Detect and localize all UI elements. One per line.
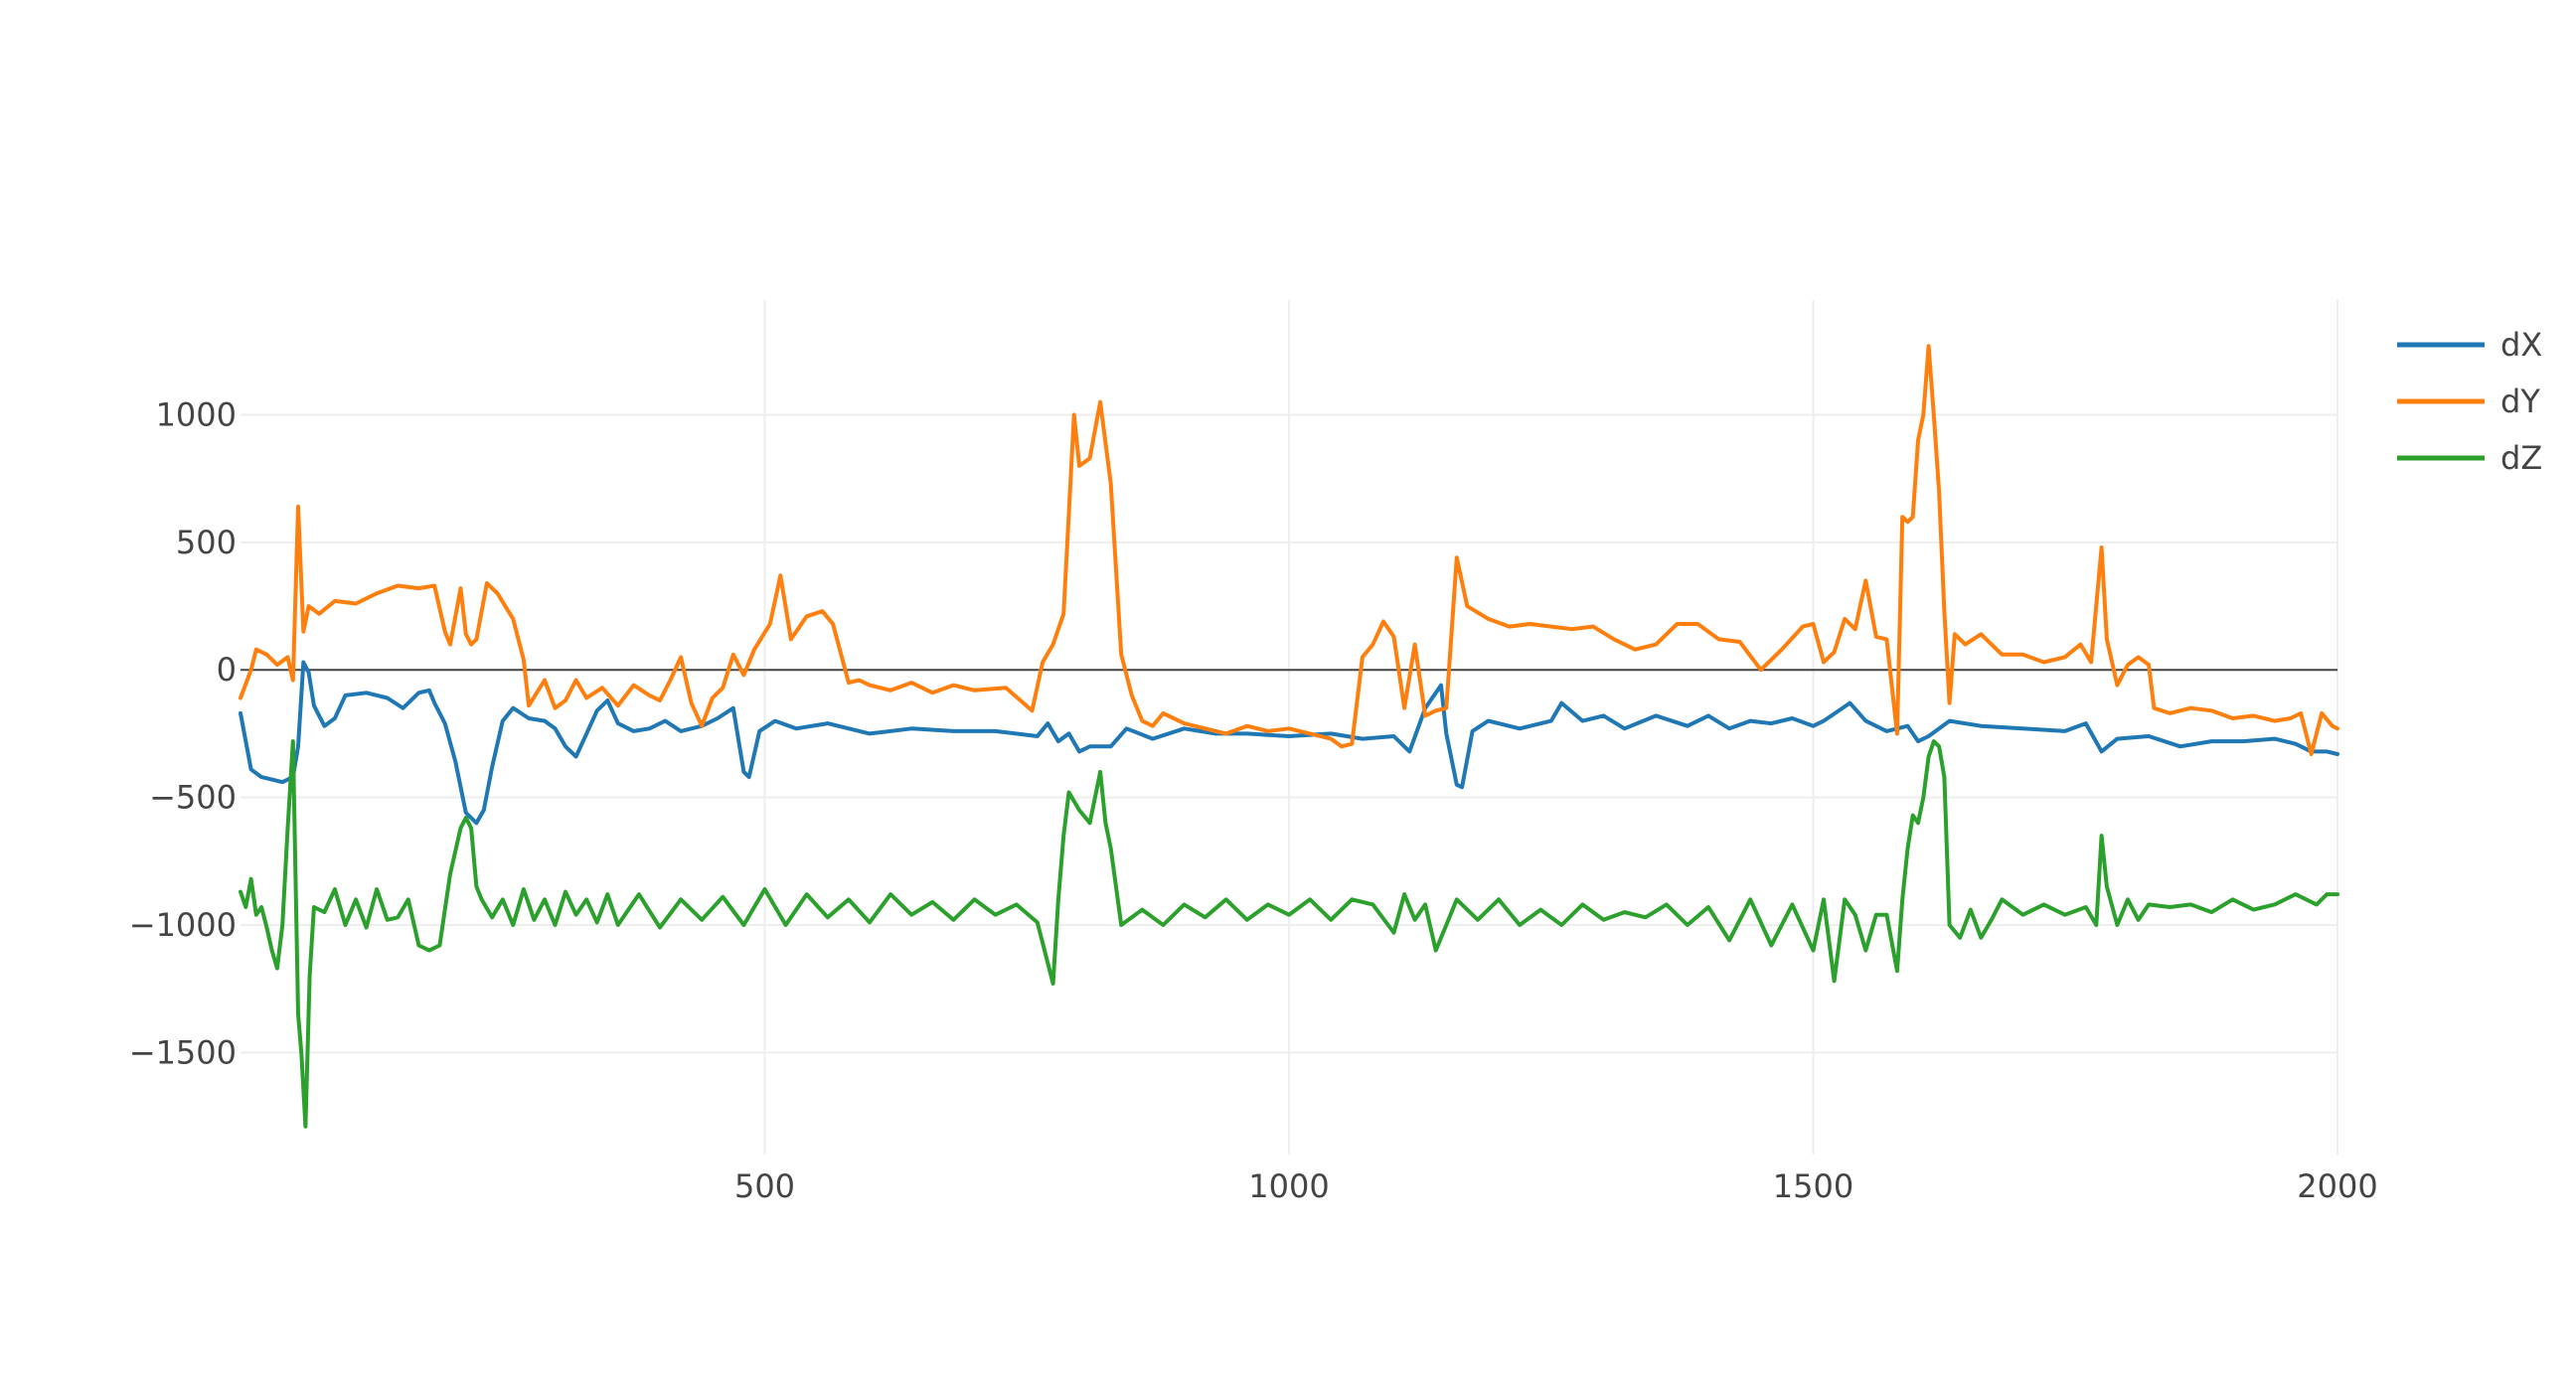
x-tick-label: 2000 xyxy=(2297,1167,2377,1205)
y-tick-label: −1000 xyxy=(129,906,237,944)
legend-item-dz[interactable]: dZ xyxy=(2397,439,2542,477)
legend-item-dy[interactable]: dY xyxy=(2397,383,2540,420)
legend[interactable]: dX dY dZ xyxy=(2397,326,2542,477)
legend-label: dY xyxy=(2500,383,2540,420)
y-tick-label: −1500 xyxy=(129,1033,237,1071)
legend-label: dZ xyxy=(2500,439,2542,477)
x-tick-label: 500 xyxy=(734,1167,795,1205)
series-line-dx xyxy=(239,660,2339,826)
x-tick-label: 1500 xyxy=(1773,1167,1853,1205)
series-line-dy xyxy=(239,344,2339,756)
grid-lines xyxy=(241,300,2338,1155)
y-tick-label: −500 xyxy=(149,779,237,817)
series-line-dz xyxy=(239,739,2339,1129)
x-tick-label: 1000 xyxy=(1248,1167,1329,1205)
y-tick-label: 500 xyxy=(176,524,237,561)
legend-item-dx[interactable]: dX xyxy=(2397,326,2542,364)
legend-label: dX xyxy=(2500,326,2542,364)
axis-tick-labels: 500 1000 1500 2000 1000 500 0 −500 −1000 −1500 xyxy=(129,396,2378,1205)
series-lines xyxy=(239,344,2339,1129)
y-tick-label: 1000 xyxy=(156,396,237,434)
y-tick-label: 0 xyxy=(217,651,237,689)
